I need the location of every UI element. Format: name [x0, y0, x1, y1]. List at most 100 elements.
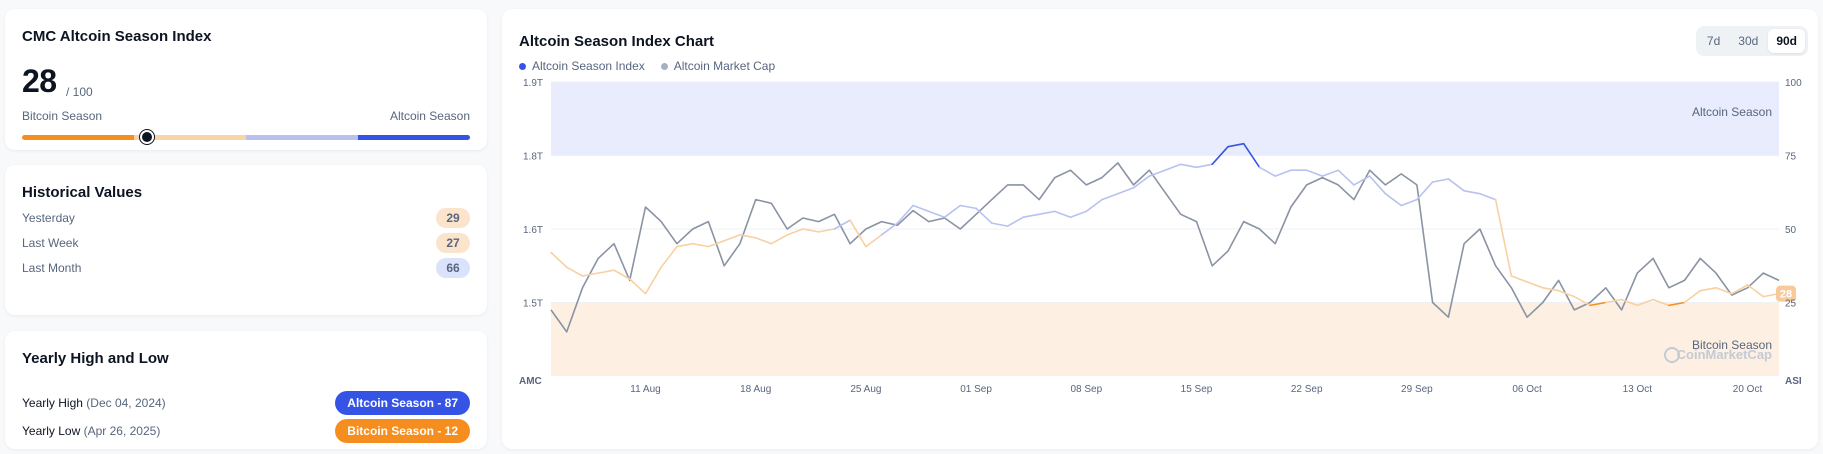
- historical-values-card: Historical Values Yesterday 29 Last Week…: [5, 165, 487, 315]
- index-line-segment: [1053, 210, 1072, 218]
- index-line-segment: [1227, 142, 1245, 148]
- index-line-segment: [723, 234, 741, 242]
- range-30d-button[interactable]: 30d: [1738, 34, 1759, 48]
- yearly-low-text: Yearly Low: [22, 424, 81, 438]
- yearly-high-date: (Dec 04, 2024): [86, 396, 166, 410]
- index-line-segment: [880, 222, 899, 236]
- index-line-segment: [1321, 169, 1340, 177]
- index-value: 28: [22, 63, 57, 99]
- index-line-segment: [1652, 298, 1670, 307]
- range-90d-button[interactable]: 90d: [1768, 29, 1805, 53]
- left-axis-tick: 1.8T: [523, 152, 543, 163]
- index-line-segment: [1463, 190, 1481, 195]
- left-axis-tick: 1.5T: [523, 299, 543, 310]
- index-line-segment: [849, 219, 867, 248]
- legend-label: Altcoin Market Cap: [673, 59, 776, 73]
- index-line-segment: [1683, 289, 1702, 304]
- index-line-segment: [1179, 163, 1198, 169]
- index-line-segment: [628, 278, 647, 295]
- yearly-high-label: Yearly High (Dec 04, 2024): [22, 396, 166, 410]
- x-axis-tick: 29 Sep: [1401, 384, 1433, 395]
- index-line-segment: [739, 234, 757, 239]
- left-axis-tick: 1.6T: [523, 225, 543, 236]
- index-line-segment: [1447, 178, 1465, 192]
- index-line-segment: [1416, 181, 1434, 201]
- index-line-segment: [1431, 178, 1450, 183]
- index-max: / 100: [66, 85, 93, 99]
- index-line-segment: [1211, 145, 1229, 166]
- index-line-segment: [660, 245, 678, 269]
- index-line-segment: [1101, 192, 1119, 201]
- index-line-segment: [943, 204, 962, 218]
- altcoin-season-chart-card: Altcoin Season Bitcoin Season CoinMarketCa…: [502, 9, 1818, 449]
- index-line-segment: [1006, 216, 1025, 227]
- history-value-badge: 29: [436, 208, 470, 228]
- coinmarketcap-watermark: CoinMarketCap: [1664, 347, 1772, 363]
- index-line-segment: [1337, 169, 1355, 186]
- legend-label: Altcoin Season Index: [532, 59, 645, 73]
- history-row-last-week: Last Week 27: [22, 232, 470, 254]
- coinmarketcap-logo-icon: [1664, 347, 1680, 363]
- right-axis-tick: 25: [1785, 299, 1797, 310]
- yearly-high-text: Yearly High: [22, 396, 83, 410]
- index-indicator-knob: [140, 130, 155, 144]
- index-line-segment: [1116, 187, 1135, 195]
- x-axis-tick: 13 Oct: [1623, 384, 1653, 395]
- history-label: Last Week: [22, 236, 79, 250]
- season-zone: [551, 82, 1779, 156]
- yearly-title: Yearly High and Low: [22, 350, 169, 367]
- legend-item-index[interactable]: Altcoin Season Index: [519, 59, 645, 73]
- yearly-high-low-card: Yearly High and Low Yearly High (Dec 04,…: [5, 331, 487, 449]
- index-line-segment: [1132, 175, 1151, 189]
- index-line-segment: [959, 204, 977, 210]
- current-value-badge: [1776, 285, 1796, 302]
- season-scale-bar: [22, 135, 470, 140]
- index-line-segment: [990, 222, 1009, 227]
- history-label: Yesterday: [22, 211, 75, 225]
- index-line-segment: [691, 242, 710, 248]
- index-line-segment: [581, 272, 599, 277]
- yearly-low-badge: Bitcoin Season - 12: [335, 419, 470, 443]
- index-card-title: CMC Altcoin Season Index: [22, 28, 212, 45]
- yearly-low-row: Yearly Low (Apr 26, 2025) Bitcoin Season…: [22, 419, 470, 443]
- index-line-segment: [975, 207, 993, 224]
- index-line-segment: [786, 228, 804, 236]
- index-line-segment: [1479, 192, 1497, 201]
- index-line-segment: [613, 269, 631, 280]
- index-line-segment: [1400, 198, 1418, 207]
- yearly-high-row: Yearly High (Dec 04, 2024) Altcoin Seaso…: [22, 391, 470, 415]
- index-line-segment: [1258, 166, 1277, 177]
- x-axis-tick: 25 Aug: [850, 384, 881, 395]
- index-line-segment: [1384, 192, 1403, 207]
- index-line-segment: [1668, 301, 1686, 307]
- index-line-segment: [597, 269, 615, 274]
- index-line-segment: [1085, 198, 1103, 213]
- x-axis-tick: 20 Oct: [1733, 384, 1763, 395]
- index-line-segment: [754, 237, 773, 245]
- index-line-segment: [1573, 295, 1591, 307]
- zone-label-altcoin: Altcoin Season: [1692, 105, 1772, 119]
- index-line-segment: [1305, 169, 1324, 177]
- legend-item-market-cap[interactable]: Altcoin Market Cap: [660, 59, 776, 73]
- yearly-high-badge: Altcoin Season - 87: [335, 391, 470, 415]
- range-7d-button[interactable]: 7d: [1706, 34, 1721, 48]
- index-line-segment: [1542, 286, 1560, 292]
- index-line-segment: [1022, 213, 1040, 218]
- chart-legend: Altcoin Season Index Altcoin Market Cap: [519, 59, 775, 73]
- right-axis-tick: 75: [1785, 152, 1797, 163]
- index-line-segment: [1746, 284, 1765, 298]
- history-value-badge: 27: [436, 233, 470, 253]
- x-axis-tick: 15 Sep: [1181, 384, 1213, 395]
- history-row-last-month: Last Month 66: [22, 257, 470, 279]
- coinmarketcap-wordmark: CoinMarketCap: [1677, 347, 1772, 362]
- chart-canvas: Altcoin Season Bitcoin SeasonCoinMarketCa…: [519, 78, 1802, 395]
- index-line-segment: [1148, 169, 1166, 177]
- index-line-segment: [707, 240, 725, 248]
- legend-dot-icon: [660, 62, 668, 70]
- right-axis-tick: 100: [1785, 78, 1802, 89]
- altcoin-season-index-card: CMC Altcoin Season Index 28 / 100 Bitcoi…: [5, 9, 487, 150]
- season-bar-segment: [246, 135, 358, 140]
- index-line-segment: [550, 251, 568, 269]
- season-bar-segment: [358, 135, 470, 140]
- index-line-segment: [1353, 175, 1371, 186]
